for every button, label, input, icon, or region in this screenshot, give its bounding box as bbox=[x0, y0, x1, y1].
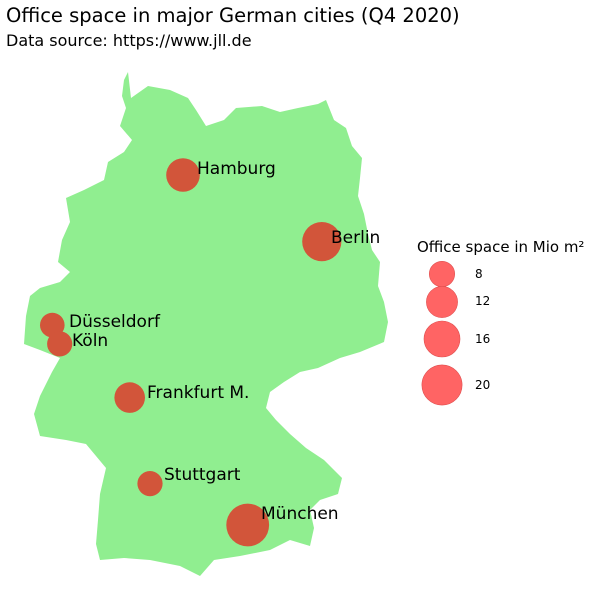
map-title: Office space in major German cities (Q4 … bbox=[6, 4, 460, 27]
map-subtitle: Data source: https://www.jll.de bbox=[6, 31, 252, 50]
city-labels: Hamburg Berlin Düsseldorf Köln Frankfurt… bbox=[69, 159, 380, 524]
legend-label-12: 12 bbox=[475, 294, 490, 308]
city-bubble-koln[interactable] bbox=[47, 331, 73, 357]
legend-bubble-20 bbox=[421, 364, 463, 406]
city-bubble-berlin[interactable] bbox=[302, 222, 342, 262]
city-label-stuttgart: Stuttgart bbox=[164, 465, 241, 485]
legend-bubble-12 bbox=[426, 286, 458, 318]
legend-bubble-8 bbox=[428, 260, 455, 287]
city-bubble-dusseldorf[interactable] bbox=[40, 312, 65, 338]
city-bubble-munchen[interactable] bbox=[226, 503, 270, 547]
city-label-dusseldorf: Düsseldorf bbox=[69, 312, 161, 332]
legend-label-8: 8 bbox=[475, 267, 483, 281]
legend-label-20: 20 bbox=[475, 378, 490, 392]
legend-title: Office space in Mio m² bbox=[417, 238, 584, 256]
city-bubble-stuttgart[interactable] bbox=[137, 471, 163, 497]
city-label-frankfurt: Frankfurt M. bbox=[147, 383, 249, 403]
city-label-koln: Köln bbox=[72, 331, 108, 351]
city-bubbles bbox=[40, 158, 342, 547]
city-label-hamburg: Hamburg bbox=[197, 159, 276, 179]
legend-label-16: 16 bbox=[475, 332, 490, 346]
city-bubble-hamburg[interactable] bbox=[166, 158, 200, 192]
size-legend: Office space in Mio m² 8 12 16 20 bbox=[417, 238, 584, 406]
germany-land-shape bbox=[24, 72, 388, 576]
city-label-munchen: München bbox=[261, 504, 339, 524]
city-label-berlin: Berlin bbox=[331, 228, 380, 248]
legend-bubble-16 bbox=[423, 320, 461, 358]
city-bubble-frankfurt[interactable] bbox=[114, 382, 145, 413]
